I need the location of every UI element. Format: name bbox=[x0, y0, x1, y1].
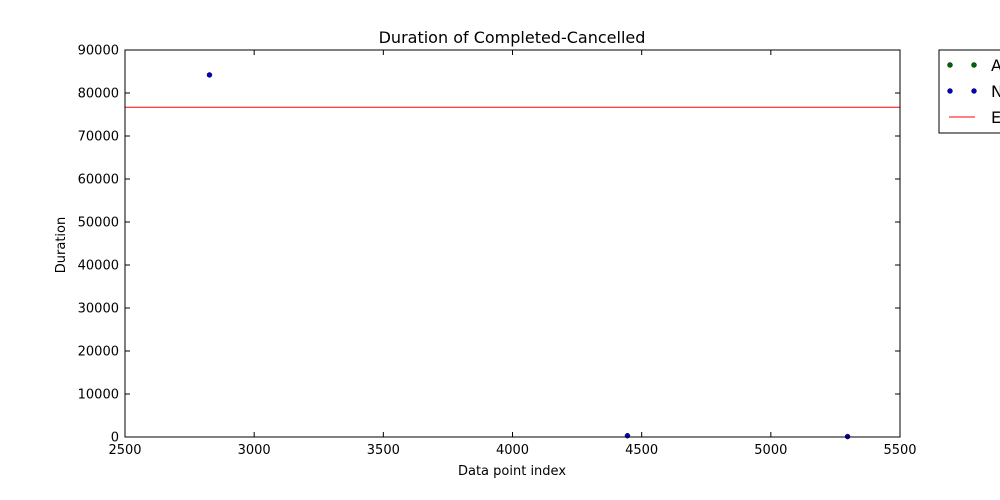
legend-swatch-N bbox=[947, 88, 953, 94]
x-tick-label: 4000 bbox=[496, 443, 529, 458]
legend-swatch-N bbox=[971, 88, 977, 94]
legend-label-E: E bbox=[991, 108, 1000, 127]
x-tick-label: 4500 bbox=[625, 443, 658, 458]
y-tick-label: 30000 bbox=[78, 302, 119, 317]
y-tick-label: 60000 bbox=[78, 173, 119, 188]
x-tick-label: 2500 bbox=[108, 443, 141, 458]
y-tick-label: 80000 bbox=[78, 87, 119, 102]
data-point-N bbox=[206, 72, 213, 78]
legend-swatch-A bbox=[947, 62, 953, 68]
x-tick-label: 5500 bbox=[883, 443, 916, 458]
axis-ticks: 2500 3000 3500 4000 4500 5000 5500 0 10000 20000 3… bbox=[78, 44, 917, 459]
legend: ANE bbox=[938, 49, 1000, 134]
y-tick-label: 50000 bbox=[78, 216, 119, 231]
legend-label-A: A bbox=[991, 56, 1000, 75]
plot-content bbox=[125, 72, 900, 440]
x-tick-label: 3000 bbox=[238, 443, 271, 458]
y-tick-label: 90000 bbox=[78, 44, 119, 59]
x-tick-label: 3500 bbox=[367, 443, 400, 458]
y-axis-label: Duration bbox=[54, 217, 69, 273]
x-tick-label: 5000 bbox=[754, 443, 787, 458]
y-tick-label: 10000 bbox=[78, 388, 119, 403]
y-tick-label: 40000 bbox=[78, 259, 119, 274]
chart-title: Duration of Completed-Cancelled bbox=[379, 28, 646, 47]
y-tick-label: 0 bbox=[111, 431, 119, 446]
plot-frame bbox=[124, 49, 901, 438]
legend-swatch-A bbox=[971, 62, 977, 68]
y-tick-label: 20000 bbox=[78, 345, 119, 360]
x-axis-label: Data point index bbox=[458, 464, 566, 479]
y-tick-label: 70000 bbox=[78, 130, 119, 145]
legend-label-N: N bbox=[991, 82, 1000, 101]
